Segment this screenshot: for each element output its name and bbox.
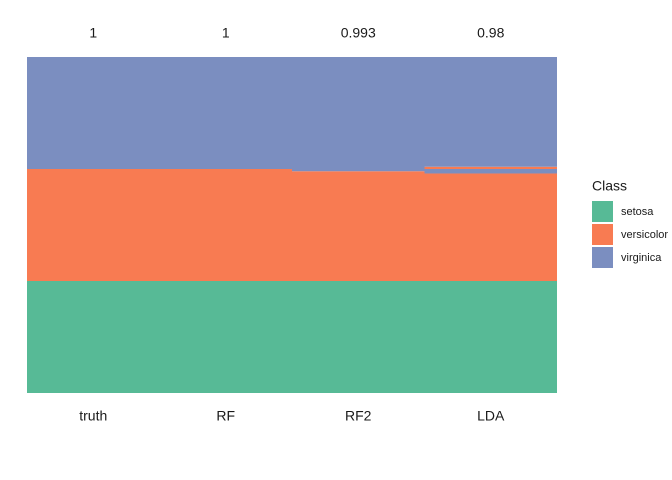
segment — [27, 57, 160, 169]
segment — [159, 281, 292, 393]
segment — [292, 57, 425, 169]
x-tick-label: RF2 — [345, 408, 372, 424]
accuracy-label: 1 — [222, 25, 230, 41]
segment — [27, 169, 160, 281]
legend-title: Class — [592, 178, 627, 194]
legend-label: virginica — [621, 252, 662, 264]
accuracy-label: 0.993 — [341, 25, 376, 41]
accuracy-label: 0.98 — [477, 25, 504, 41]
segment — [424, 169, 557, 174]
segment — [424, 173, 557, 281]
segment — [292, 169, 425, 172]
segment — [424, 281, 557, 393]
segment — [292, 171, 425, 281]
segment — [424, 166, 557, 169]
legend-key — [592, 201, 613, 222]
legend-key — [592, 247, 613, 268]
segment — [159, 169, 292, 281]
segment — [292, 281, 425, 393]
legend-label: versicolor — [621, 229, 668, 241]
segment — [159, 57, 292, 169]
x-tick-label: truth — [79, 408, 107, 424]
x-tick-label: RF — [216, 408, 235, 424]
legend-key — [592, 224, 613, 245]
legend-label: setosa — [621, 206, 654, 218]
accuracy-label: 1 — [89, 25, 97, 41]
segment — [27, 281, 160, 393]
x-tick-label: LDA — [477, 408, 505, 424]
segment — [424, 57, 557, 167]
